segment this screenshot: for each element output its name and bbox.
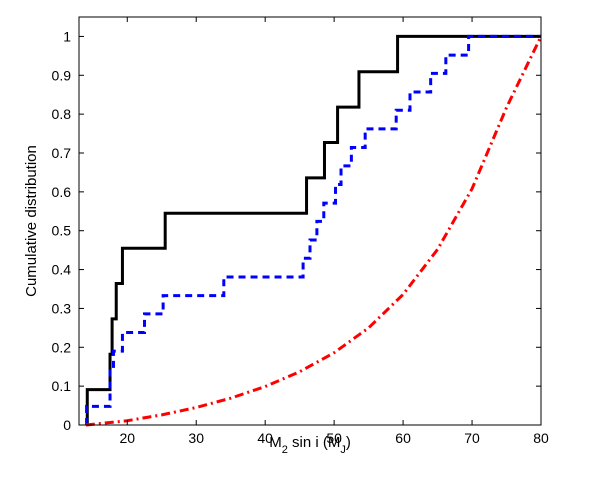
x-axis-label-sub2: J bbox=[340, 444, 346, 456]
blue-dashed-step-series bbox=[85, 34, 541, 425]
x-axis-label-main: M bbox=[269, 434, 282, 451]
red-dashdot-curve-series bbox=[85, 35, 543, 427]
x-tick-label: 20 bbox=[119, 430, 135, 446]
x-axis-label-sub: 2 bbox=[282, 444, 288, 456]
x-tick-label: 40 bbox=[257, 430, 273, 446]
y-tick-label: 0.9 bbox=[52, 67, 72, 83]
y-tick-label: 0.7 bbox=[52, 145, 72, 161]
series-layer bbox=[85, 34, 543, 427]
black-step-series bbox=[85, 34, 541, 425]
y-tick-label: 0.8 bbox=[52, 106, 72, 122]
x-tick-label: 80 bbox=[533, 430, 549, 446]
x-tick-label: 50 bbox=[326, 430, 342, 446]
plot-frame bbox=[78, 16, 542, 426]
x-tick-label: 60 bbox=[395, 430, 411, 446]
ticks-layer: 20 30 40 50 60 70 80 0 0.1 0.2 0.3 0.4 0.5 0.6 0.7 0.8 0… bbox=[52, 17, 549, 446]
y-tick-label: 0.2 bbox=[52, 339, 72, 355]
y-tick-label: 0 bbox=[63, 417, 71, 433]
y-tick-label: 0.6 bbox=[52, 184, 72, 200]
x-tick-label: 30 bbox=[188, 430, 204, 446]
y-tick-label: 0.1 bbox=[52, 378, 72, 394]
y-tick-label: 0.5 bbox=[52, 223, 72, 239]
y-tick-label: 0.3 bbox=[52, 300, 72, 316]
y-axis-label: Cumulative distribution bbox=[23, 145, 40, 297]
x-axis-label: M2 sin i (MJ) bbox=[269, 434, 351, 456]
y-tick-label: 1 bbox=[63, 28, 71, 44]
x-axis-label-rest: sin i (M bbox=[288, 434, 341, 451]
x-axis-label-close: ) bbox=[346, 434, 351, 451]
x-tick-label: 70 bbox=[464, 430, 480, 446]
y-tick-label: 0.4 bbox=[52, 262, 72, 278]
